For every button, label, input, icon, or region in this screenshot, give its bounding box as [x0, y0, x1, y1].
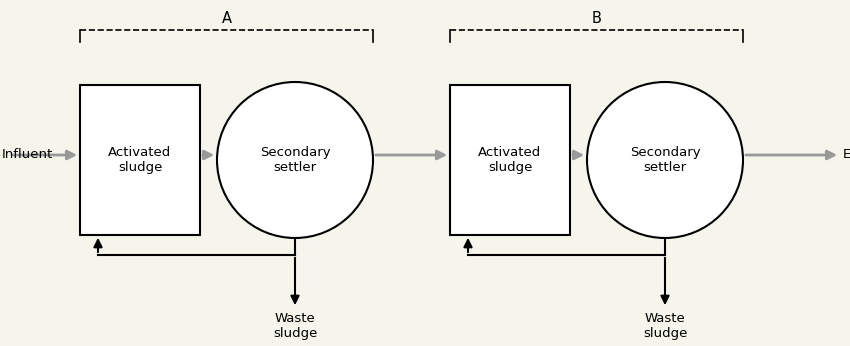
Text: Effluent: Effluent — [843, 148, 850, 162]
Text: A: A — [222, 11, 231, 26]
Text: Secondary
settler: Secondary settler — [260, 146, 331, 174]
Text: Secondary
settler: Secondary settler — [630, 146, 700, 174]
Text: Activated
sludge: Activated sludge — [479, 146, 541, 174]
Text: B: B — [592, 11, 602, 26]
Text: Waste
sludge: Waste sludge — [643, 312, 687, 340]
Text: Influent: Influent — [2, 148, 54, 162]
Circle shape — [587, 82, 743, 238]
Text: Activated
sludge: Activated sludge — [108, 146, 172, 174]
Bar — [80, 85, 200, 235]
Text: Waste
sludge: Waste sludge — [273, 312, 317, 340]
Circle shape — [217, 82, 373, 238]
Bar — [450, 85, 570, 235]
